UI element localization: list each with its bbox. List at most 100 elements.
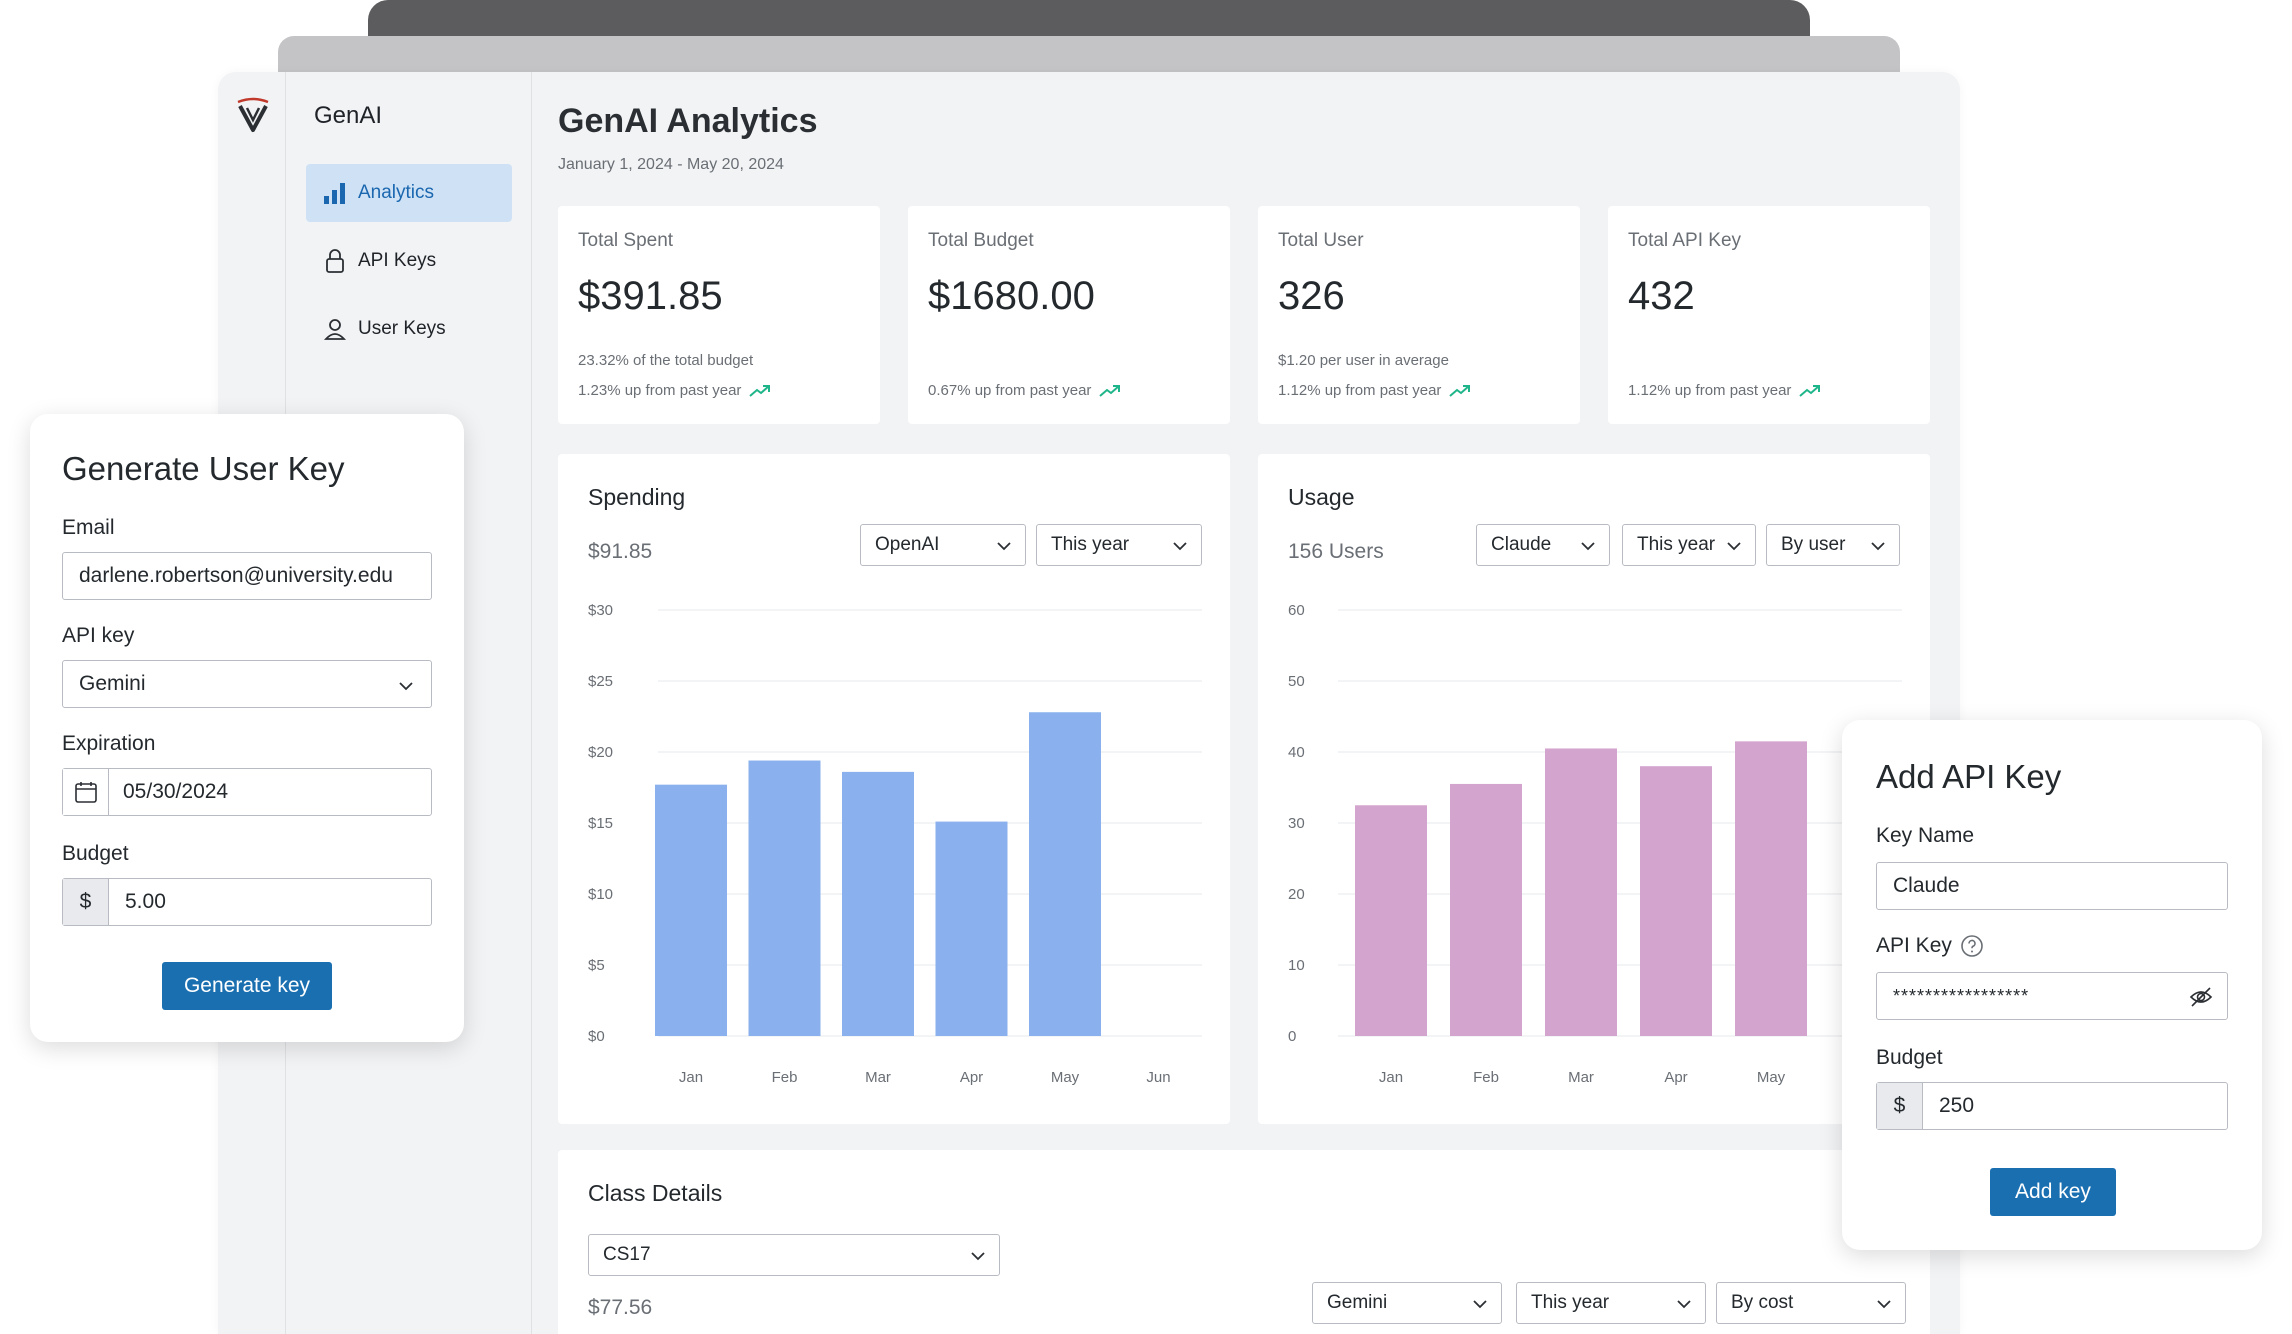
class-total: $77.56 xyxy=(588,1296,653,1319)
group-by-select[interactable]: By cost xyxy=(1716,1282,1906,1324)
app-window: GenAI Analytics API Keys User Keys GenAI… xyxy=(218,72,1960,1334)
y-tick-label: $30 xyxy=(588,602,613,619)
select-value: OpenAI xyxy=(875,534,940,555)
chevron-down-icon xyxy=(1871,542,1885,551)
provider-select[interactable]: Claude xyxy=(1476,524,1610,566)
y-tick-label: $5 xyxy=(588,957,605,974)
y-tick-label: 0 xyxy=(1288,1028,1296,1045)
x-tick-label: Jun xyxy=(1146,1069,1170,1086)
api-key-label-row: API Key xyxy=(1876,934,1984,958)
stat-trend-text: 1.12% up from past year xyxy=(1628,382,1792,399)
y-tick-label: $25 xyxy=(588,673,613,690)
period-select[interactable]: This year xyxy=(1622,524,1756,566)
class-details-title: Class Details xyxy=(588,1180,723,1206)
sidebar-item-api-keys[interactable]: API Keys xyxy=(306,232,512,290)
sidebar-nav: GenAI Analytics API Keys User Keys xyxy=(286,72,532,1334)
field-value: darlene.robertson@university.edu xyxy=(79,564,393,587)
bar-chart-icon xyxy=(322,180,348,206)
sidebar-item-analytics[interactable]: Analytics xyxy=(306,164,512,222)
trend-up-icon xyxy=(1449,384,1471,397)
bar-feb xyxy=(1450,783,1522,1036)
spending-chart: $0 $5 $10 $15 $20 $25 $30 Jan Feb Mar Apr May Jun xyxy=(588,602,1202,1086)
usage-total: 156 Users xyxy=(1288,540,1384,563)
logo-icon xyxy=(237,97,269,132)
bar-apr xyxy=(1640,766,1712,1036)
expiration-label: Expiration xyxy=(62,732,156,755)
chevron-down-icon xyxy=(1877,1300,1891,1309)
budget-label: Budget xyxy=(62,842,129,865)
api-key-field[interactable]: ***************** xyxy=(1876,972,2228,1020)
bar-jan xyxy=(655,784,727,1036)
api-key-select[interactable]: Gemini xyxy=(62,660,432,708)
provider-select[interactable]: OpenAI xyxy=(860,524,1026,566)
x-tick-label: May xyxy=(1051,1069,1080,1086)
stat-label: Total API Key xyxy=(1628,230,1742,251)
trend-up-icon xyxy=(749,384,771,397)
api-key-label: API Key xyxy=(1876,934,1952,957)
select-value: Gemini xyxy=(79,672,146,695)
chevron-down-icon xyxy=(971,1252,985,1261)
stat-detail: 23.32% of the total budget xyxy=(578,352,754,369)
field-value: ***************** xyxy=(1893,985,2030,1006)
chevron-down-icon xyxy=(1727,542,1741,551)
stat-value: $1680.00 xyxy=(928,274,1095,318)
period-select[interactable]: This year xyxy=(1036,524,1202,566)
stat-card-total-api-key: Total API Key 432 1.12% up from past yea… xyxy=(1608,206,1930,424)
trend-up-icon xyxy=(1799,384,1821,397)
stat-value: 326 xyxy=(1278,274,1345,318)
class-select[interactable]: CS17 xyxy=(588,1234,1000,1276)
email-field[interactable]: darlene.robertson@university.edu xyxy=(62,552,432,600)
spending-title: Spending xyxy=(588,484,686,510)
card-title: Add API Key xyxy=(1876,758,2062,795)
generate-key-button[interactable]: Generate key xyxy=(162,962,332,1010)
user-icon xyxy=(322,316,348,342)
stat-trend-text: 1.12% up from past year xyxy=(1278,382,1442,399)
spending-panel: Spending $91.85 OpenAI This year $0 $5 $10… xyxy=(558,454,1230,1124)
field-value: 5.00 xyxy=(125,890,166,913)
y-tick-label: 20 xyxy=(1288,886,1305,903)
email-label: Email xyxy=(62,516,115,539)
select-value: By user xyxy=(1781,534,1846,555)
x-tick-label: Feb xyxy=(1473,1069,1499,1086)
stat-card-total-spent: Total Spent $391.85 23.32% of the total … xyxy=(558,206,880,424)
chevron-down-icon xyxy=(1473,1300,1487,1309)
y-tick-label: 60 xyxy=(1288,602,1305,619)
stat-card-total-budget: Total Budget $1680.00 0.67% up from past… xyxy=(908,206,1230,424)
background-window-2 xyxy=(368,0,1810,40)
period-select[interactable]: This year xyxy=(1516,1282,1706,1324)
group-by-select[interactable]: By user xyxy=(1766,524,1900,566)
select-value: By cost xyxy=(1731,1292,1794,1313)
field-value: 250 xyxy=(1939,1094,1975,1117)
date-range: January 1, 2024 - May 20, 2024 xyxy=(558,156,784,173)
expiration-date-field[interactable]: 05/30/2024 xyxy=(62,768,432,816)
provider-select[interactable]: Gemini xyxy=(1312,1282,1502,1324)
help-icon[interactable] xyxy=(1960,934,1984,958)
y-tick-label: 30 xyxy=(1288,815,1305,832)
y-tick-label: $10 xyxy=(588,886,613,903)
add-key-button[interactable]: Add key xyxy=(1990,1168,2116,1216)
x-tick-label: Feb xyxy=(772,1069,798,1086)
chevron-down-icon xyxy=(399,682,413,691)
stat-label: Total Spent xyxy=(578,230,674,251)
field-value: Claude xyxy=(1893,874,1960,897)
card-title: Generate User Key xyxy=(62,450,345,487)
select-value: Claude xyxy=(1491,534,1552,555)
key-name-field[interactable]: Claude xyxy=(1876,862,2228,910)
stat-trend: 0.67% up from past year xyxy=(928,382,1121,399)
sidebar-item-label: Analytics xyxy=(358,182,435,203)
eye-off-icon[interactable] xyxy=(2189,986,2213,1008)
budget-field[interactable]: $ 5.00 xyxy=(62,878,432,926)
calendar-icon[interactable] xyxy=(63,769,109,815)
sidebar-item-user-keys[interactable]: User Keys xyxy=(306,300,512,358)
lock-icon xyxy=(322,248,348,274)
currency-prefix: $ xyxy=(63,879,109,925)
bar-feb xyxy=(748,760,821,1036)
budget-field[interactable]: $ 250 xyxy=(1876,1082,2228,1130)
y-tick-label: $15 xyxy=(588,815,613,832)
class-details-panel: Class Details CS17 $77.56 Gemini This ye… xyxy=(558,1150,1930,1334)
sidebar-item-label: API Keys xyxy=(358,250,437,271)
currency-prefix: $ xyxy=(1877,1083,1923,1129)
bar-may xyxy=(1735,741,1807,1036)
y-tick-label: 10 xyxy=(1288,957,1305,974)
bar-may xyxy=(1029,712,1101,1036)
